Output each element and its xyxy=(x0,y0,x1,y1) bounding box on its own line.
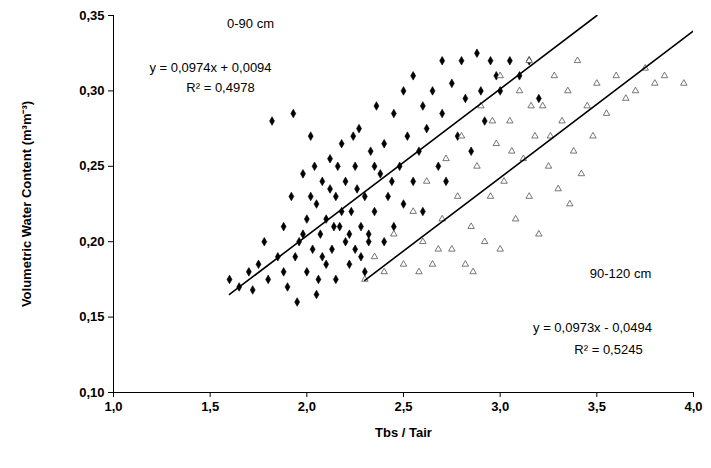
svg-text:0,15: 0,15 xyxy=(79,309,104,324)
svg-text:3,5: 3,5 xyxy=(588,399,606,414)
svg-text:R² = 0,5245: R² = 0,5245 xyxy=(574,342,642,357)
svg-text:R² = 0,4978: R² = 0,4978 xyxy=(186,80,254,95)
svg-text:Tbs / Tair: Tbs / Tair xyxy=(375,425,432,440)
svg-text:1,5: 1,5 xyxy=(201,399,219,414)
svg-text:y = 0,0974x + 0,0094: y = 0,0974x + 0,0094 xyxy=(149,60,271,75)
svg-text:0,25: 0,25 xyxy=(79,158,104,173)
svg-text:2,0: 2,0 xyxy=(298,399,316,414)
svg-text:0,30: 0,30 xyxy=(79,83,104,98)
svg-text:0-90 cm: 0-90 cm xyxy=(227,16,274,31)
svg-text:4,0: 4,0 xyxy=(684,399,702,414)
svg-text:90-120 cm: 90-120 cm xyxy=(590,266,651,281)
svg-text:y = 0,0973x - 0,0494: y = 0,0973x - 0,0494 xyxy=(533,320,652,335)
svg-text:0,10: 0,10 xyxy=(79,385,104,400)
svg-text:0,20: 0,20 xyxy=(79,234,104,249)
svg-text:0,35: 0,35 xyxy=(79,8,104,23)
svg-text:Volumetric Water Content (m³m⁻: Volumetric Water Content (m³m⁻³) xyxy=(19,101,34,307)
svg-text:2,5: 2,5 xyxy=(394,399,412,414)
svg-text:1,0: 1,0 xyxy=(104,399,122,414)
svg-text:3,0: 3,0 xyxy=(491,399,509,414)
